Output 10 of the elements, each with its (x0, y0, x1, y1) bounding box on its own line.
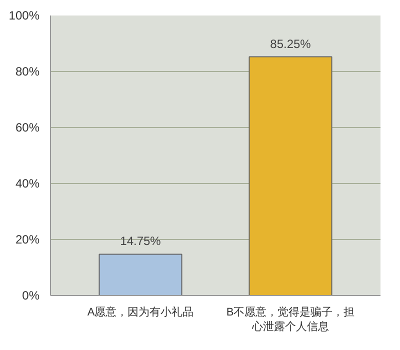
data-label: 85.25% (270, 36, 312, 51)
x-tick-label: B不愿意，觉得是骗子，担心泄露个人信息 (226, 306, 355, 333)
data-label: 14.75% (120, 234, 162, 248)
y-tick-label: 60% (15, 120, 40, 134)
x-tick-label: A愿意，因为有小礼品 (87, 306, 194, 318)
y-tick-label: 0% (22, 288, 40, 302)
y-tick-label: 40% (15, 176, 40, 190)
y-tick-label: 100% (8, 8, 40, 22)
y-tick-label: 20% (15, 232, 40, 246)
y-tick-label: 80% (15, 64, 40, 78)
